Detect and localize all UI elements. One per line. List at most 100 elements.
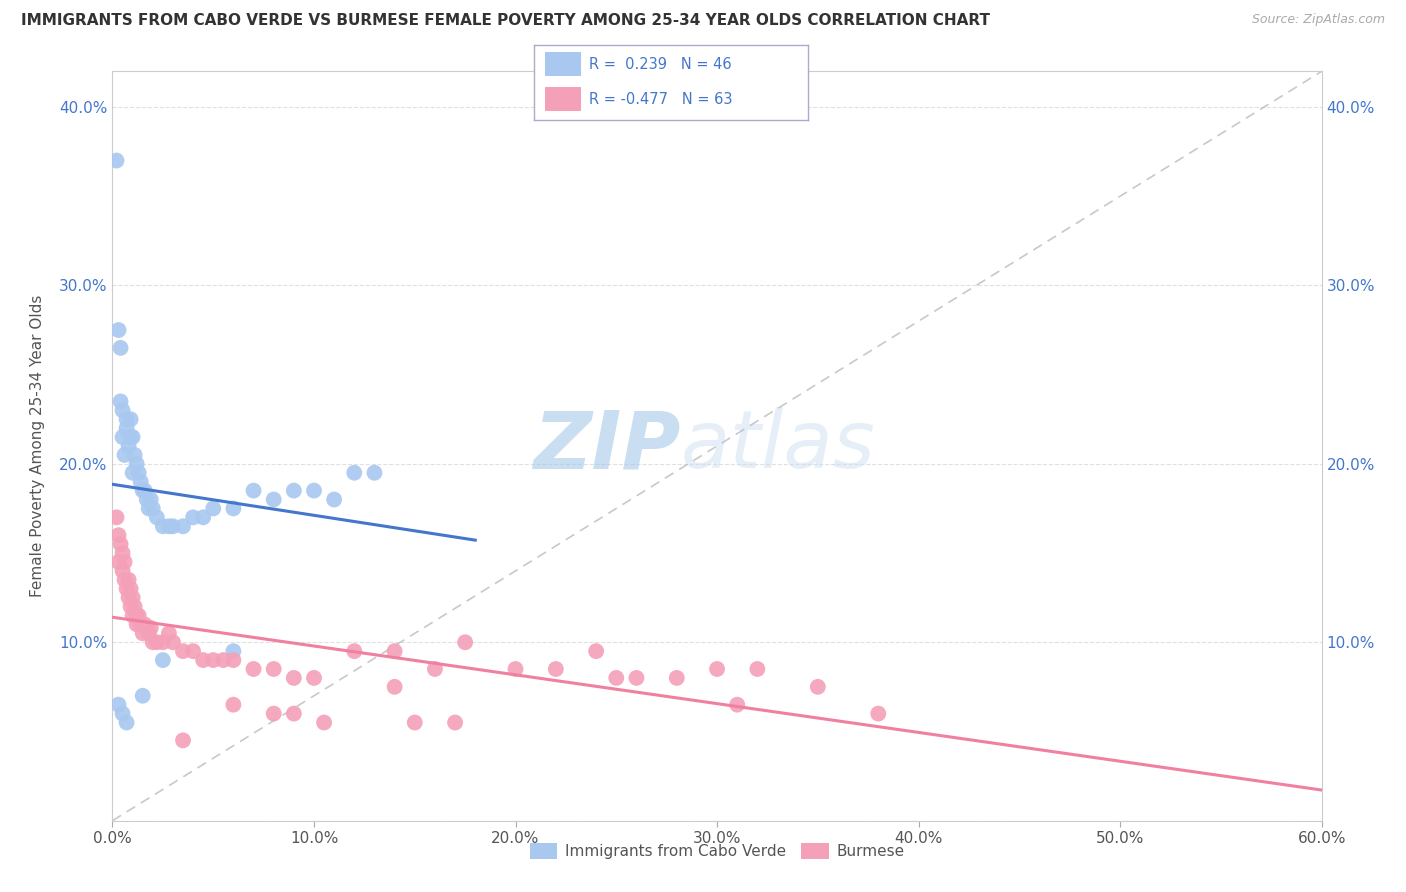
Point — [146, 635, 169, 649]
Point — [111, 403, 134, 417]
Point — [134, 617, 156, 632]
Point — [132, 626, 155, 640]
Point — [343, 644, 366, 658]
Point — [114, 448, 136, 462]
Point — [135, 492, 157, 507]
Point — [181, 510, 204, 524]
Point — [132, 483, 155, 498]
Point — [105, 510, 128, 524]
Point — [157, 626, 180, 640]
Point — [111, 546, 134, 560]
Point — [263, 492, 285, 507]
Point — [128, 466, 150, 480]
Point — [107, 555, 129, 569]
Point — [139, 621, 162, 635]
Text: atlas: atlas — [681, 407, 876, 485]
Point — [323, 492, 346, 507]
Point — [222, 698, 245, 712]
Point — [120, 582, 142, 596]
Point — [129, 475, 152, 489]
Point — [115, 715, 138, 730]
Legend: Immigrants from Cabo Verde, Burmese: Immigrants from Cabo Verde, Burmese — [523, 838, 911, 865]
Point — [107, 528, 129, 542]
Text: Source: ZipAtlas.com: Source: ZipAtlas.com — [1251, 13, 1385, 27]
Point — [191, 653, 214, 667]
Text: R = -0.477   N = 63: R = -0.477 N = 63 — [589, 92, 733, 107]
Point — [115, 582, 138, 596]
Point — [384, 680, 406, 694]
Point — [110, 537, 132, 551]
Point — [120, 430, 142, 444]
Point — [868, 706, 890, 721]
Point — [585, 644, 607, 658]
Point — [110, 394, 132, 409]
Point — [202, 501, 225, 516]
Point — [242, 483, 264, 498]
Text: ZIP: ZIP — [533, 407, 681, 485]
Point — [152, 635, 174, 649]
Point — [114, 573, 136, 587]
Point — [152, 653, 174, 667]
Point — [706, 662, 728, 676]
Point — [242, 662, 264, 676]
Point — [626, 671, 648, 685]
Point — [283, 706, 305, 721]
Point — [454, 635, 477, 649]
Text: IMMIGRANTS FROM CABO VERDE VS BURMESE FEMALE POVERTY AMONG 25-34 YEAR OLDS CORRE: IMMIGRANTS FROM CABO VERDE VS BURMESE FE… — [21, 13, 990, 29]
Point — [135, 621, 157, 635]
Point — [212, 653, 235, 667]
Point — [120, 412, 142, 426]
Point — [128, 608, 150, 623]
Point — [142, 635, 165, 649]
Point — [605, 671, 627, 685]
Point — [505, 662, 527, 676]
Point — [263, 706, 285, 721]
Point — [283, 483, 305, 498]
Point — [115, 421, 138, 435]
Point — [139, 492, 162, 507]
Point — [111, 706, 134, 721]
Point — [138, 626, 160, 640]
Point — [444, 715, 467, 730]
Point — [665, 671, 688, 685]
Point — [162, 635, 184, 649]
Point — [117, 591, 139, 605]
Point — [423, 662, 446, 676]
Point — [125, 608, 148, 623]
Point — [146, 510, 169, 524]
Point — [162, 519, 184, 533]
Text: R =  0.239   N = 46: R = 0.239 N = 46 — [589, 57, 731, 72]
Bar — [546, 52, 581, 77]
Point — [114, 555, 136, 569]
Bar — [546, 87, 581, 112]
Point — [117, 439, 139, 453]
Point — [363, 466, 385, 480]
Point — [222, 653, 245, 667]
Point — [222, 501, 245, 516]
Point — [111, 564, 134, 578]
Point — [111, 430, 134, 444]
Point — [129, 617, 152, 632]
Point — [181, 644, 204, 658]
Point — [312, 715, 335, 730]
Point — [121, 466, 143, 480]
Point — [117, 573, 139, 587]
Point — [404, 715, 426, 730]
Point — [125, 457, 148, 471]
Point — [343, 466, 366, 480]
Point — [124, 599, 146, 614]
Point — [138, 501, 160, 516]
Point — [283, 671, 305, 685]
Point — [807, 680, 830, 694]
Point — [142, 501, 165, 516]
Point — [302, 483, 325, 498]
Point — [172, 644, 194, 658]
Point — [202, 653, 225, 667]
Point — [107, 698, 129, 712]
Point — [120, 599, 142, 614]
Point — [544, 662, 567, 676]
Point — [191, 510, 214, 524]
Point — [747, 662, 769, 676]
Point — [725, 698, 748, 712]
Point — [125, 617, 148, 632]
